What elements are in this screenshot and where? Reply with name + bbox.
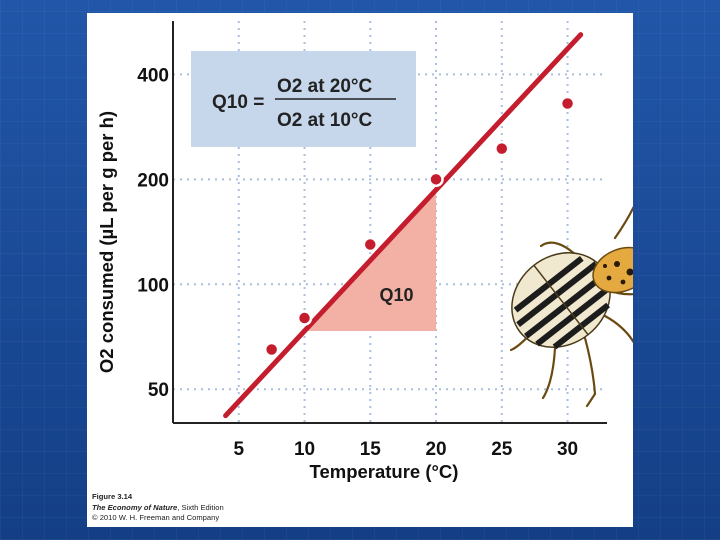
q10-chart: Q10 = O2 at 20°C O2 at 10°C Q10 (96, 21, 633, 482)
caption-book-line: The Economy of Nature, Sixth Edition (92, 503, 392, 514)
formula-numerator: O2 at 20°C (277, 76, 373, 97)
x-tick-label: 20 (425, 439, 446, 460)
x-tick-label: 10 (294, 439, 315, 460)
figure-caption: Figure 3.14 The Economy of Nature, Sixth… (92, 492, 392, 524)
y-tick-label: 100 (137, 275, 169, 296)
regression-line (223, 32, 584, 419)
y-tick-label: 50 (148, 380, 169, 401)
beetle-icon (509, 205, 633, 408)
data-point (559, 95, 576, 112)
data-point (494, 140, 510, 157)
q10-triangle-label: Q10 (379, 285, 413, 305)
x-tick-label: 5 (233, 439, 244, 460)
q10-formula: Q10 = O2 at 20°C O2 at 10°C (191, 51, 416, 147)
caption-copyright: © 2010 W. H. Freeman and Company (92, 513, 220, 523)
y-tick-label: 400 (137, 65, 169, 86)
data-point (362, 236, 379, 253)
y-tick-label: 200 (137, 170, 169, 191)
figure-panel: Q10 = O2 at 20°C O2 at 10°C Q10 (87, 13, 633, 527)
y-axis-label: O2 consumed (µL per g per h) (96, 111, 117, 373)
formula-lhs: Q10 = (212, 92, 264, 113)
caption-book-title: The Economy of Nature (92, 502, 178, 512)
x-tick-label: 15 (360, 439, 382, 460)
caption-figure-number: Figure 3.14 (92, 492, 133, 501)
formula-denominator: O2 at 10°C (277, 110, 373, 131)
data-points (263, 95, 576, 358)
data-point (263, 341, 280, 358)
data-point (428, 171, 444, 188)
x-tick-label: 25 (491, 439, 513, 460)
y-tick-labels: 50 100 200 400 (137, 65, 169, 401)
data-point (296, 310, 313, 326)
x-axis-label: Temperature (°C) (310, 461, 459, 482)
x-tick-labels: 5 10 15 20 25 30 (233, 439, 578, 460)
x-tick-label: 30 (557, 439, 578, 460)
caption-edition: , Sixth Edition (177, 502, 224, 512)
